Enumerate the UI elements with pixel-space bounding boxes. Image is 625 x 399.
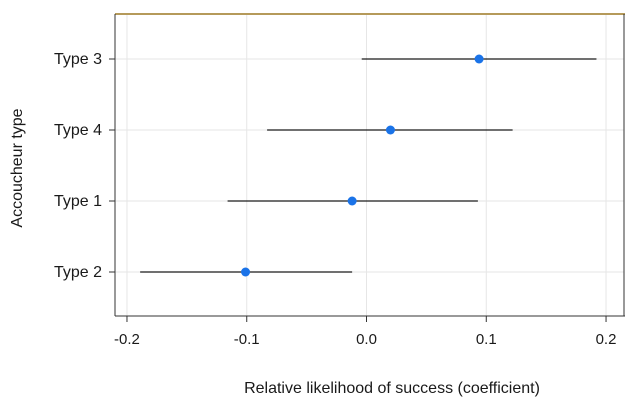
x-tick-label: 0.0 xyxy=(356,331,377,348)
category-label: Type 2 xyxy=(54,264,102,281)
category-label: Type 4 xyxy=(54,122,102,139)
coefficient-point xyxy=(241,267,251,277)
coefficient-point xyxy=(347,196,357,206)
category-label: Type 1 xyxy=(54,193,102,210)
coefficient-point xyxy=(474,54,484,64)
plot-background xyxy=(115,14,625,316)
x-axis-ticks: -0.2 -0.1 0.0 0.1 0.2 xyxy=(114,316,616,348)
x-tick-label: 0.1 xyxy=(476,331,497,348)
x-tick-label: 0.2 xyxy=(596,331,617,348)
y-axis-categories: Type 3 Type 4 Type 1 Type 2 xyxy=(54,51,115,281)
x-tick-label: -0.1 xyxy=(234,331,260,348)
data-marks xyxy=(140,54,597,277)
coefficient-point xyxy=(385,125,395,135)
y-axis-title: Accoucheur type xyxy=(9,108,26,227)
x-tick-label: -0.2 xyxy=(114,331,140,348)
category-label: Type 3 xyxy=(54,51,102,68)
x-axis-title: Relative likelihood of success (coeffici… xyxy=(244,380,540,397)
